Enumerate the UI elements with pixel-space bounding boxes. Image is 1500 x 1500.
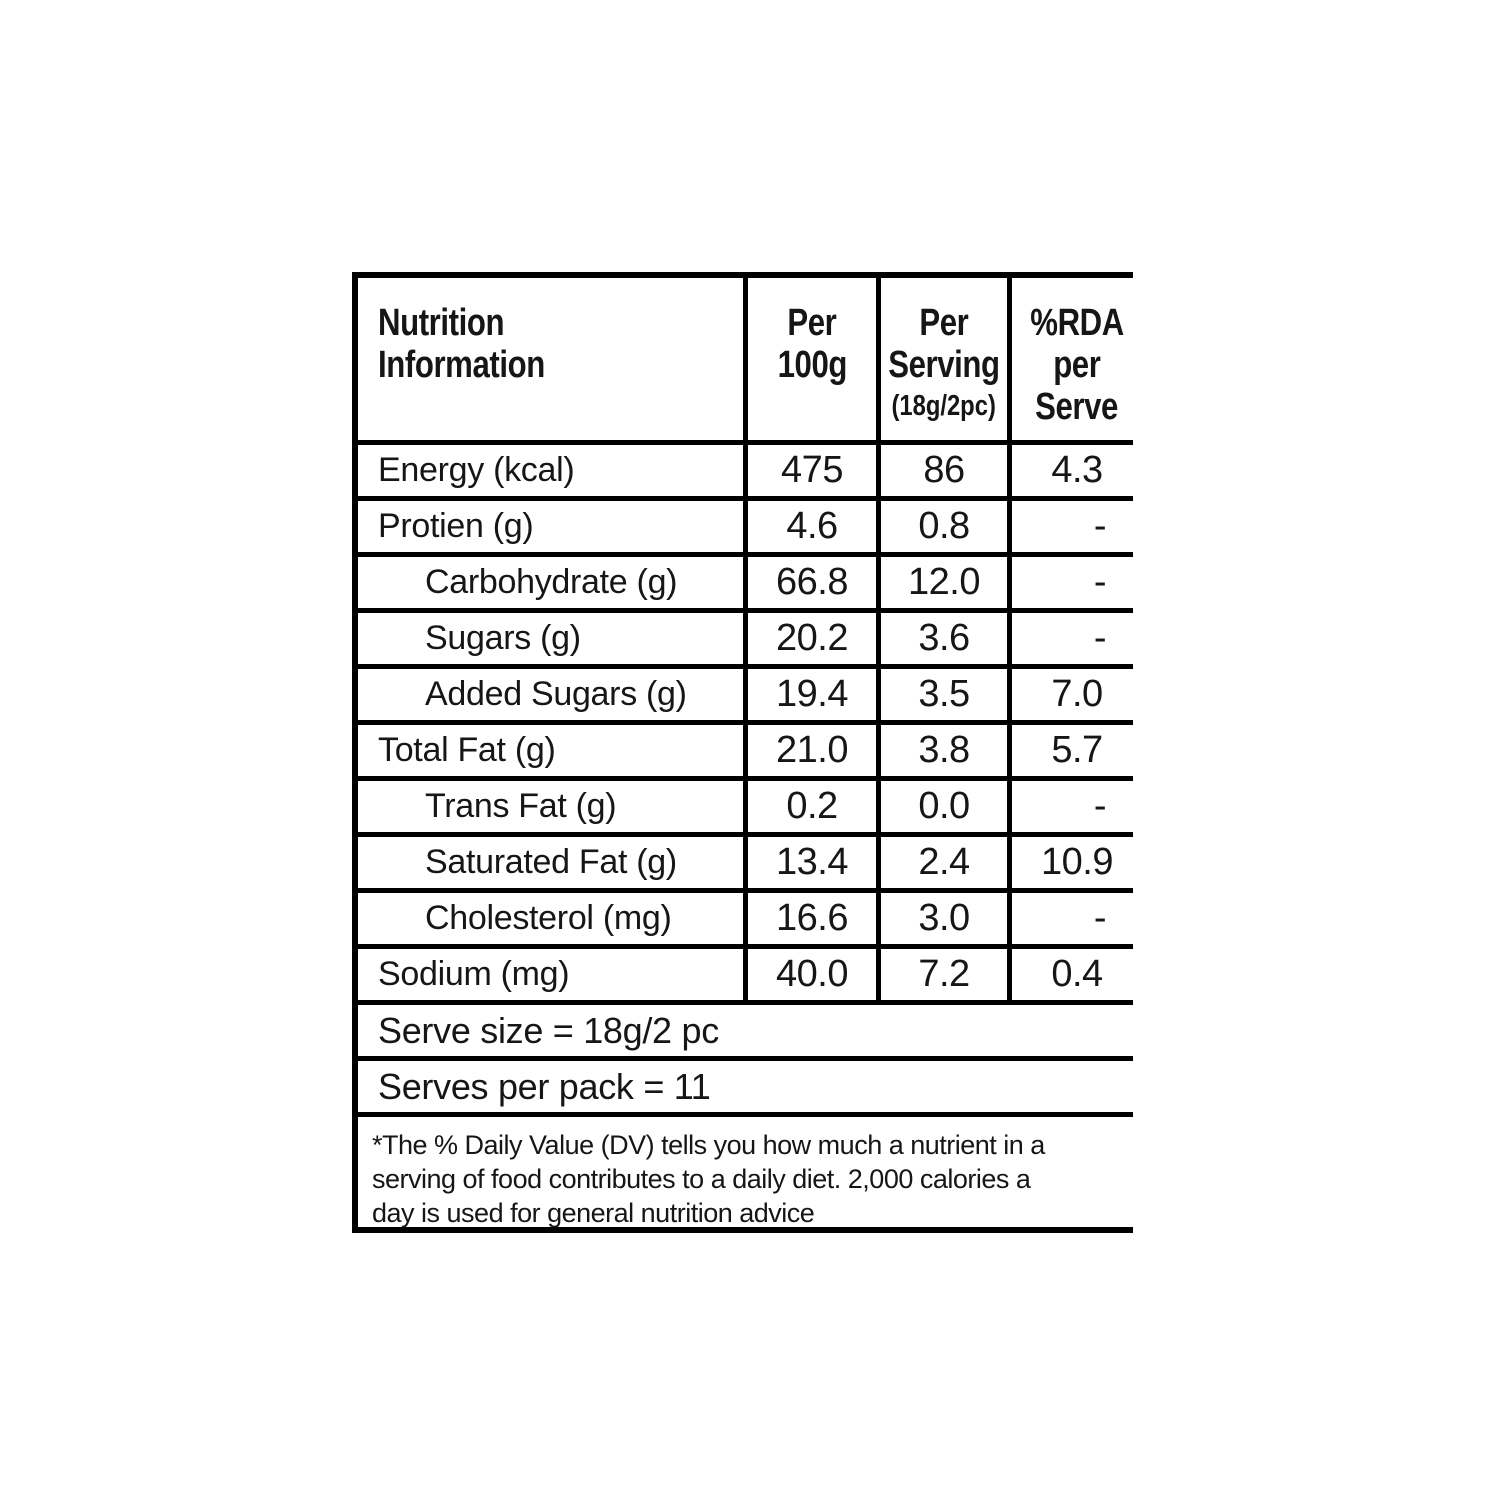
row-sodium-perserving: 7.2 <box>881 949 1007 1000</box>
row-cholesterol-perserving: 3.0 <box>881 893 1007 944</box>
header-col1-line2: Information <box>378 344 545 386</box>
footnote-line-3: day is used for general nutrition advice <box>372 1198 815 1227</box>
row-energy-label: Energy (kcal) <box>358 445 743 496</box>
header-col2-line1: Per <box>787 302 837 344</box>
header-col4-line2: per <box>1053 344 1101 386</box>
row-sugars-rda: - <box>1012 613 1142 664</box>
daily-value-footnote: *The % Daily Value (DV) tells you how mu… <box>358 1117 1142 1227</box>
row-saturated-fat-per100g: 13.4 <box>748 837 876 888</box>
row-protien-label: Protien (g) <box>358 501 743 552</box>
row-sodium-per100g: 40.0 <box>748 949 876 1000</box>
header-col3-line1: Per <box>919 302 969 344</box>
row-sugars-label: Sugars (g) <box>358 613 743 664</box>
row-trans-fat-perserving: 0.0 <box>881 781 1007 832</box>
row-sugars-perserving: 3.6 <box>881 613 1007 664</box>
row-cholesterol-rda: - <box>1012 893 1142 944</box>
row-cholesterol-label: Cholesterol (mg) <box>358 893 743 944</box>
row-added-sugars-rda: 7.0 <box>1012 669 1142 720</box>
row-added-sugars-perserving: 3.5 <box>881 669 1007 720</box>
row-protien-rda: - <box>1012 501 1142 552</box>
serve-size-row: Serve size = 18g/2 pc <box>358 1005 1142 1056</box>
row-carbohydrate-perserving: 12.0 <box>881 557 1007 608</box>
row-trans-fat-per100g: 0.2 <box>748 781 876 832</box>
row-saturated-fat-label: Saturated Fat (g) <box>358 837 743 888</box>
row-added-sugars-label: Added Sugars (g) <box>358 669 743 720</box>
header-col4-line1: %RDA <box>1030 302 1124 344</box>
row-total-fat-label: Total Fat (g) <box>358 725 743 776</box>
row-trans-fat-label: Trans Fat (g) <box>358 781 743 832</box>
row-carbohydrate-rda: - <box>1012 557 1142 608</box>
row-energy-rda: 4.3 <box>1012 445 1142 496</box>
row-sodium-label: Sodium (mg) <box>358 949 743 1000</box>
serves-per-pack-row: Serves per pack = 11 <box>358 1061 1142 1112</box>
header-col3-line2: Serving <box>888 344 1000 386</box>
footnote-line-1: *The % Daily Value (DV) tells you how mu… <box>372 1130 1045 1160</box>
header-per-serving: Per Serving (18g/2pc) <box>881 278 1007 440</box>
header-per-100g: Per 100g <box>748 278 876 440</box>
row-protien-per100g: 4.6 <box>748 501 876 552</box>
header-col1-line1: Nutrition <box>378 302 505 344</box>
row-sodium-rda: 0.4 <box>1012 949 1142 1000</box>
row-protien-perserving: 0.8 <box>881 501 1007 552</box>
row-energy-per100g: 475 <box>748 445 876 496</box>
row-total-fat-rda: 5.7 <box>1012 725 1142 776</box>
row-total-fat-perserving: 3.8 <box>881 725 1007 776</box>
row-cholesterol-per100g: 16.6 <box>748 893 876 944</box>
nutrition-table: Nutrition Information Per 100g Per Servi… <box>352 272 1142 1233</box>
row-total-fat-per100g: 21.0 <box>748 725 876 776</box>
row-saturated-fat-perserving: 2.4 <box>881 837 1007 888</box>
row-added-sugars-per100g: 19.4 <box>748 669 876 720</box>
row-energy-perserving: 86 <box>881 445 1007 496</box>
header-col2-line2: 100g <box>777 344 847 386</box>
header-nutrition-information: Nutrition Information <box>358 278 743 440</box>
row-carbohydrate-per100g: 66.8 <box>748 557 876 608</box>
header-serving-size-note: (18g/2pc) <box>891 390 997 422</box>
row-saturated-fat-rda: 10.9 <box>1012 837 1142 888</box>
footnote-line-2: serving of food contributes to a daily d… <box>372 1164 1031 1194</box>
row-sugars-per100g: 20.2 <box>748 613 876 664</box>
header-col4-line3: Serve <box>1035 386 1119 428</box>
row-carbohydrate-label: Carbohydrate (g) <box>358 557 743 608</box>
header-rda-per-serve: %RDA per Serve <box>1012 278 1142 440</box>
row-trans-fat-rda: - <box>1012 781 1142 832</box>
